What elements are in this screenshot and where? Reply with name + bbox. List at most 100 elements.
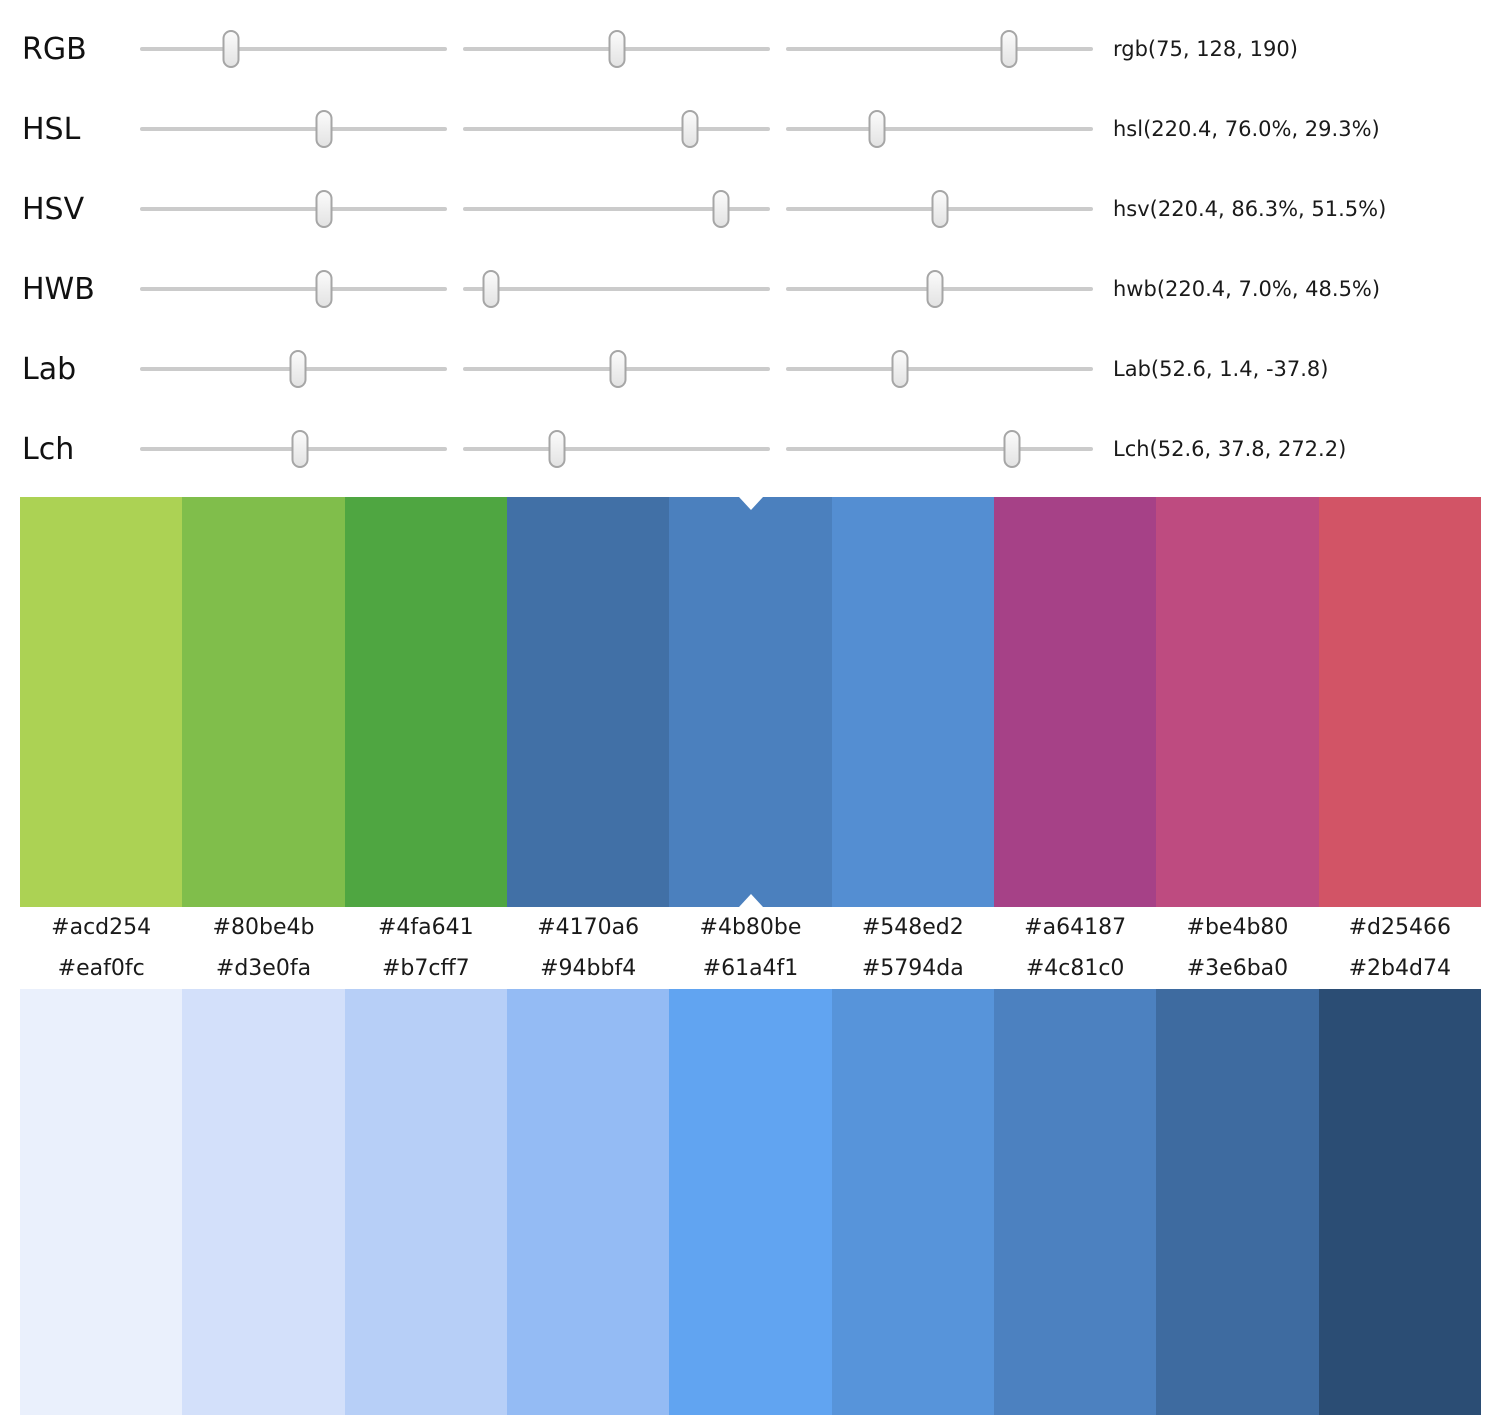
lch-slider-c[interactable]: [463, 427, 770, 471]
lab-slider-l[interactable]: [140, 347, 447, 391]
swatch-hex-label: #61a4f1: [702, 956, 799, 981]
slider-thumb[interactable]: [289, 350, 307, 388]
swatch-2b4d74[interactable]: [1318, 989, 1481, 1415]
slider-row-hsv: HSV hsv(220.4, 86.3%, 51.5%): [0, 169, 1501, 249]
swatch-b7cff7[interactable]: [344, 989, 507, 1415]
hsv-slider-value[interactable]: [786, 187, 1093, 231]
hsv-slider-saturation[interactable]: [463, 187, 770, 231]
swatch-hex-label: #d25466: [1348, 915, 1451, 940]
hue-palette: [20, 497, 1481, 907]
swatch-hex-label: #4170a6: [537, 915, 640, 940]
slider-thumb[interactable]: [681, 110, 699, 148]
slider-thumb[interactable]: [548, 430, 566, 468]
slider-thumb[interactable]: [315, 270, 333, 308]
slider-thumb[interactable]: [1000, 30, 1018, 68]
swatch-94bbf4[interactable]: [506, 989, 670, 1415]
lab-slider-a[interactable]: [463, 347, 770, 391]
shade-palette-hex-labels: #eaf0fc #d3e0fa #b7cff7 #94bbf4 #61a4f1 #5794…: [20, 948, 1481, 989]
hsv-row-label: HSV: [22, 191, 85, 227]
rgb-slider-red[interactable]: [140, 27, 447, 71]
swatch-a64187[interactable]: [993, 497, 1157, 907]
swatch-acd254[interactable]: [20, 497, 183, 907]
slider-panel: RGB rgb(75, 128, 190) HSL hsl(220.4, 76.…: [0, 0, 1501, 489]
slider-thumb[interactable]: [315, 190, 333, 228]
swatch-4b80be[interactable]: [669, 497, 832, 907]
slider-thumb[interactable]: [315, 110, 333, 148]
swatch-4c81c0[interactable]: [993, 989, 1157, 1415]
hue-palette-hex-labels: #acd254 #80be4b #4fa641 #4170a6 #4b80be #548e…: [20, 907, 1481, 948]
slider-row-lch: Lch Lch(52.6, 37.8, 272.2): [0, 409, 1501, 489]
slider-thumb[interactable]: [609, 350, 627, 388]
swatch-hex-label: #4fa641: [377, 915, 474, 940]
swatch-hex-label: #3e6ba0: [1186, 956, 1289, 981]
lch-slider-l[interactable]: [140, 427, 447, 471]
lab-value-text: Lab(52.6, 1.4, -37.8): [1113, 357, 1329, 381]
hsl-row-label: HSL: [22, 111, 81, 147]
slider-thumb[interactable]: [868, 110, 886, 148]
slider-thumb[interactable]: [482, 270, 500, 308]
lab-slider-b[interactable]: [786, 347, 1093, 391]
slider-thumb[interactable]: [926, 270, 944, 308]
swatch-hex-label: #4b80be: [699, 915, 802, 940]
lch-value-text: Lch(52.6, 37.8, 272.2): [1113, 437, 1347, 461]
swatch-hex-label: #548ed2: [861, 915, 964, 940]
hwb-slider-blackness[interactable]: [786, 267, 1093, 311]
hwb-slider-whiteness[interactable]: [463, 267, 770, 311]
hwb-value-text: hwb(220.4, 7.0%, 48.5%): [1113, 277, 1381, 301]
swatch-eaf0fc[interactable]: [20, 989, 183, 1415]
lab-row-label: Lab: [22, 351, 77, 387]
swatch-d3e0fa[interactable]: [182, 989, 345, 1415]
swatch-4fa641[interactable]: [344, 497, 507, 907]
hsv-sliders: [140, 187, 1093, 231]
selected-swatch-marker-top: [738, 497, 763, 510]
swatch-hex-label: #4c81c0: [1025, 956, 1125, 981]
swatch-hex-label: #a64187: [1024, 915, 1127, 940]
slider-thumb[interactable]: [222, 30, 240, 68]
swatch-hex-label: #acd254: [51, 915, 152, 940]
slider-thumb[interactable]: [291, 430, 309, 468]
shade-palette: [20, 989, 1481, 1415]
slider-thumb[interactable]: [1003, 430, 1021, 468]
swatch-hex-label: #eaf0fc: [57, 956, 145, 981]
swatch-3e6ba0[interactable]: [1156, 989, 1319, 1415]
slider-row-rgb: RGB rgb(75, 128, 190): [0, 9, 1501, 89]
swatch-hex-label: #80be4b: [212, 915, 315, 940]
hsl-value-text: hsl(220.4, 76.0%, 29.3%): [1113, 117, 1380, 141]
hsl-slider-hue[interactable]: [140, 107, 447, 151]
swatch-hex-label: #d3e0fa: [215, 956, 312, 981]
swatch-d25466[interactable]: [1318, 497, 1481, 907]
swatch-4170a6[interactable]: [506, 497, 670, 907]
lch-slider-h[interactable]: [786, 427, 1093, 471]
swatch-hex-label: #94bbf4: [540, 956, 637, 981]
swatch-hex-label: #b7cff7: [381, 956, 470, 981]
swatch-hex-label: #5794da: [861, 956, 964, 981]
hsv-slider-hue[interactable]: [140, 187, 447, 231]
slider-thumb[interactable]: [712, 190, 730, 228]
swatch-be4b80[interactable]: [1156, 497, 1319, 907]
slider-row-hwb: HWB hwb(220.4, 7.0%, 48.5%): [0, 249, 1501, 329]
rgb-sliders: [140, 27, 1093, 71]
swatch-548ed2[interactable]: [831, 497, 994, 907]
swatch-hex-label: #2b4d74: [1348, 956, 1451, 981]
selected-swatch-marker-bottom: [738, 894, 763, 907]
hsl-slider-saturation[interactable]: [463, 107, 770, 151]
hsl-slider-lightness[interactable]: [786, 107, 1093, 151]
hsl-sliders: [140, 107, 1093, 151]
lab-sliders: [140, 347, 1093, 391]
hwb-slider-hue[interactable]: [140, 267, 447, 311]
swatch-61a4f1[interactable]: [669, 989, 832, 1415]
slider-row-hsl: HSL hsl(220.4, 76.0%, 29.3%): [0, 89, 1501, 169]
hsv-value-text: hsv(220.4, 86.3%, 51.5%): [1113, 197, 1387, 221]
swatch-5794da[interactable]: [831, 989, 994, 1415]
rgb-slider-green[interactable]: [463, 27, 770, 71]
lch-row-label: Lch: [22, 431, 75, 467]
swatch-hex-label: #be4b80: [1186, 915, 1289, 940]
rgb-slider-blue[interactable]: [786, 27, 1093, 71]
swatch-80be4b[interactable]: [182, 497, 345, 907]
slider-thumb[interactable]: [891, 350, 909, 388]
rgb-row-label: RGB: [22, 31, 87, 67]
slider-thumb[interactable]: [931, 190, 948, 228]
slider-thumb[interactable]: [608, 30, 625, 68]
slider-row-lab: Lab Lab(52.6, 1.4, -37.8): [0, 329, 1501, 409]
